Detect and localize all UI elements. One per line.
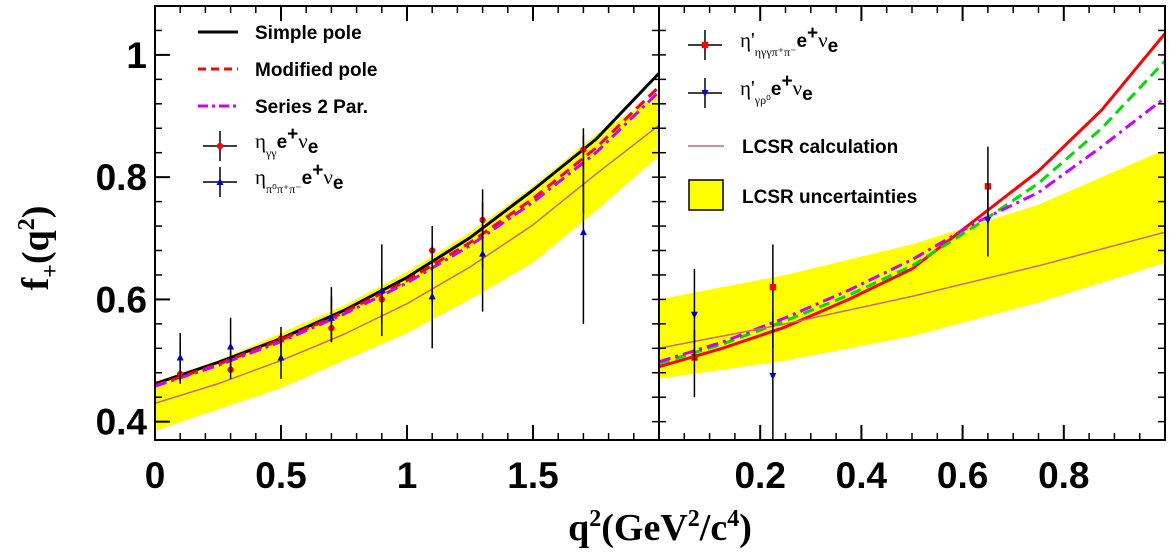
legend: Simple pole Modified pole Series 2 Par. ηγγ… xyxy=(198,23,917,211)
series-line-left-0 xyxy=(155,72,659,386)
series-line-right-2 xyxy=(659,96,1165,364)
data-point-left-1-6 xyxy=(479,201,487,312)
legend-label: ηγγe+νe xyxy=(255,124,318,160)
legend-marker xyxy=(216,142,224,150)
legend-label: Simple pole xyxy=(255,23,362,44)
data-marker xyxy=(176,353,184,361)
legend-label: Modified pole xyxy=(255,60,377,81)
data-point-right-1-0 xyxy=(690,268,698,361)
x-tick-label: 1 xyxy=(397,455,418,496)
data-point-left-1-2 xyxy=(277,333,285,379)
y-tick-label: 0.4 xyxy=(96,402,148,443)
series-line-left-2 xyxy=(155,90,659,388)
plot-area-left xyxy=(155,72,659,431)
legend-right-lcsr-line: LCSR calculation xyxy=(688,137,898,158)
tick-labels: 0 0.5 1 1.5 0.4 0.6 0.8 1 0.2 0.4 0.6 0.8 xyxy=(96,35,1090,496)
data-point-left-1-7 xyxy=(579,134,587,324)
data-point-left-1-5 xyxy=(428,244,436,349)
data-marker xyxy=(327,313,335,321)
panel-frames xyxy=(154,5,1166,441)
legend-marker xyxy=(701,41,709,49)
x-tick-label: 0.8 xyxy=(1038,455,1089,496)
x-axis-title: q2(GeV2/c4) xyxy=(568,506,752,549)
series-line-right-1 xyxy=(659,59,1165,366)
x-tick-label: 0.6 xyxy=(937,455,988,496)
data-marker xyxy=(277,353,285,361)
legend-marker xyxy=(216,178,224,185)
legend-band-swatch xyxy=(688,179,724,211)
data-point-left-1-0 xyxy=(176,333,184,379)
x-tick-label: 0.5 xyxy=(255,455,306,496)
series-line-left-1 xyxy=(155,85,659,388)
legend-right-lcsr-band: LCSR uncertainties xyxy=(688,179,917,211)
y-tick-label: 0.8 xyxy=(96,157,147,198)
legend-label: Series 2 Par. xyxy=(255,97,368,118)
data-marker xyxy=(690,311,698,319)
legend-left-line-2: Series 2 Par. xyxy=(198,97,368,118)
right-panel xyxy=(659,32,1165,440)
legend-marker xyxy=(701,90,709,97)
legend-right-point-1: η'γρ⁰e+νe xyxy=(688,71,813,108)
y-axis-title: f+(q2) xyxy=(14,206,64,291)
x-tick-label: 0.2 xyxy=(734,455,785,496)
data-marker xyxy=(378,286,386,294)
data-marker xyxy=(227,342,235,350)
legend-left-point-1: ηπ⁰π⁺π⁻e+νe xyxy=(203,160,343,197)
data-marker xyxy=(769,283,777,291)
legend-right-point-0: η'ηγγπ⁺π⁻e+νe xyxy=(688,23,838,60)
y-tick-label: 1 xyxy=(126,35,147,76)
legend-label: LCSR calculation xyxy=(742,137,898,158)
series-line-left-3 xyxy=(155,124,659,405)
data-marker xyxy=(479,249,487,257)
data-marker xyxy=(579,228,587,236)
legend-label: η'γρ⁰e+νe xyxy=(740,71,813,107)
plot-area-right xyxy=(659,32,1165,440)
series-line-right-3 xyxy=(659,231,1165,350)
legend-label: η'ηγγπ⁺π⁻e+νe xyxy=(740,23,838,59)
data-marker xyxy=(984,216,992,224)
data-marker xyxy=(769,372,777,380)
x-tick-label: 1.5 xyxy=(507,455,558,496)
legend-left-line-0: Simple pole xyxy=(198,23,362,44)
series-line-right-0 xyxy=(659,32,1165,369)
left-panel xyxy=(155,72,659,431)
data-point-right-1-2 xyxy=(984,183,992,257)
y-tick-label: 0.6 xyxy=(96,279,147,320)
data-point-left-1-3 xyxy=(327,296,335,343)
data-marker xyxy=(428,292,436,300)
data-point-right-1-1 xyxy=(769,311,777,440)
legend-label: ηπ⁰π⁺π⁻e+νe xyxy=(255,160,343,196)
x-tick-label: 0 xyxy=(145,455,166,496)
data-point-left-1-1 xyxy=(227,317,235,373)
data-point-left-1-4 xyxy=(378,268,386,324)
legend-label: LCSR uncertainties xyxy=(742,187,917,208)
legend-left-line-1: Modified pole xyxy=(198,60,377,81)
legend-left-point-0: ηγγe+νe xyxy=(203,124,318,161)
x-tick-label: 0.4 xyxy=(836,455,888,496)
